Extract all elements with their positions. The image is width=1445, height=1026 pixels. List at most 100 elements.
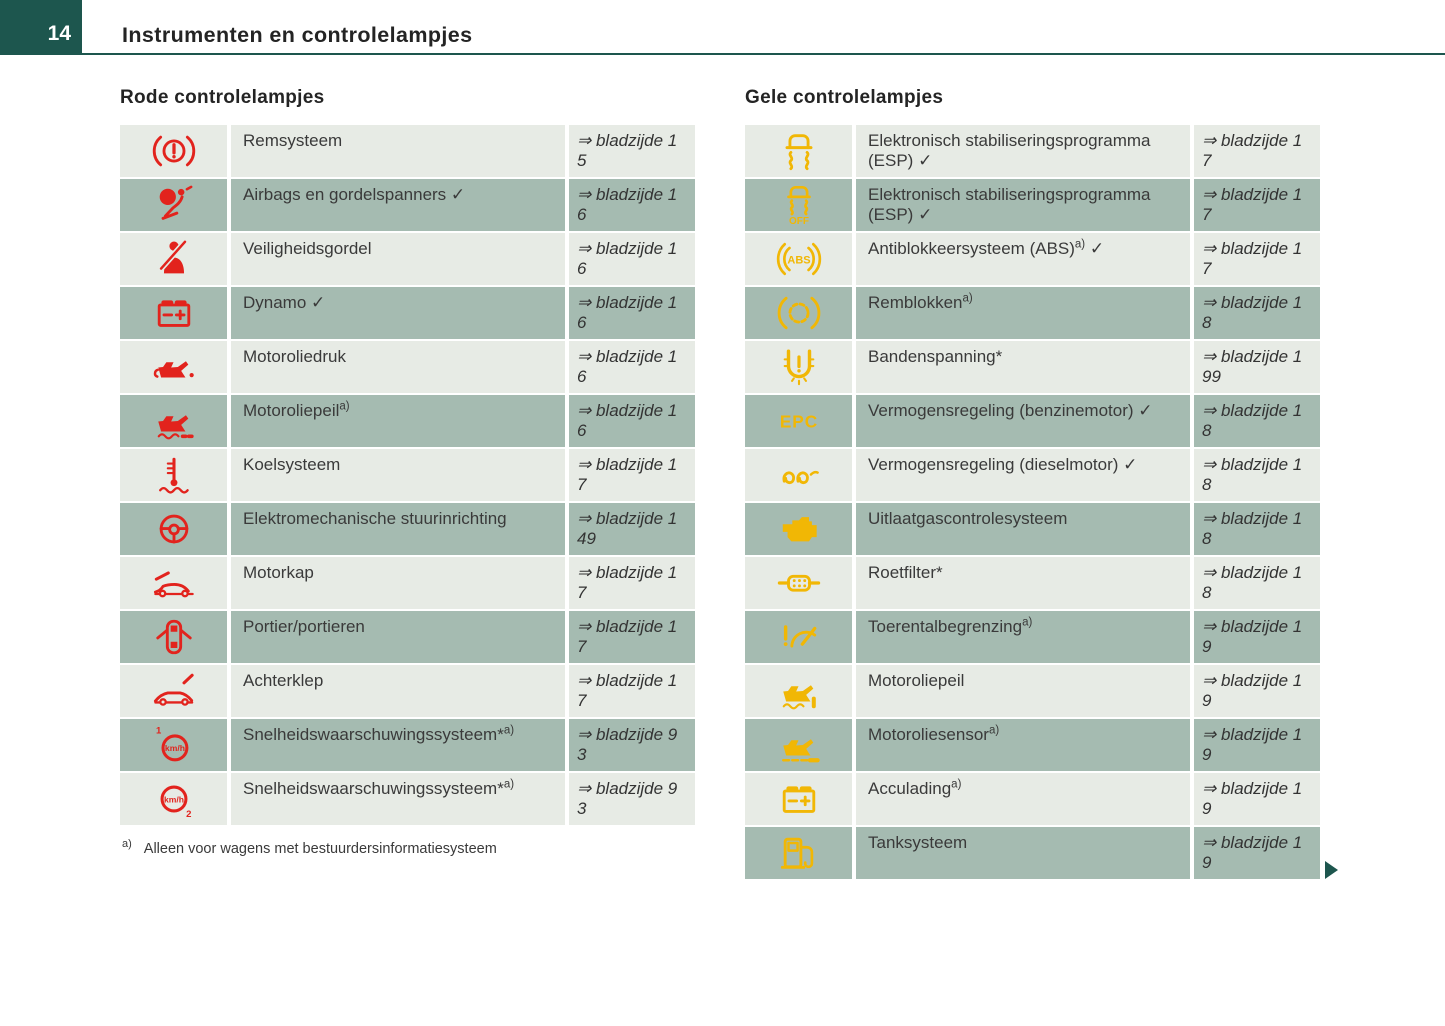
- yellow-lamps-section: Gele controlelampjes Elektronisch stabil…: [745, 88, 1320, 879]
- yellow-lamps-table: Elektronisch stabiliseringsprogramma (ES…: [745, 125, 1320, 879]
- indicator-label: Veiligheidsgordel: [231, 233, 565, 285]
- page-number: 14: [47, 22, 71, 45]
- epc-icon: EPC: [745, 395, 852, 447]
- indicator-label: Toerentalbegrenzinga): [856, 611, 1190, 663]
- indicator-label: Roetfilter*: [856, 557, 1190, 609]
- indicator-label: Motoroliesensora): [856, 719, 1190, 771]
- esp-icon: [745, 125, 852, 177]
- abs-icon: ABS: [745, 233, 852, 285]
- indicator-label: Koelsysteem: [231, 449, 565, 501]
- svg-text:km/h: km/h: [163, 794, 183, 804]
- indicator-label: Elektronisch stabiliseringsprogramma (ES…: [856, 125, 1190, 177]
- speed-warning-1-icon: km/h 1: [120, 719, 227, 771]
- page-reference[interactable]: ⇒ bladzijde 1 49: [569, 503, 695, 555]
- indicator-label: Portier/portieren: [231, 611, 565, 663]
- page-number-box: 14: [0, 0, 82, 53]
- indicator-label: Dynamo ✓: [231, 287, 565, 339]
- svg-text:EPC: EPC: [779, 412, 817, 432]
- indicator-label: Remsysteem: [231, 125, 565, 177]
- section-heading-red: Rode controlelampjes: [120, 87, 325, 108]
- battery-icon: [120, 287, 227, 339]
- oil-pressure-icon: [120, 341, 227, 393]
- indicator-label: Antiblokkeersysteem (ABS)a) ✓: [856, 233, 1190, 285]
- rev-limiter-icon: [745, 611, 852, 663]
- svg-text:2: 2: [186, 809, 191, 820]
- next-page-arrow-icon: [1325, 861, 1338, 879]
- particulate-filter-icon: [745, 557, 852, 609]
- indicator-label: Snelheidswaarschuwingssysteem*a): [231, 719, 565, 771]
- svg-text:1: 1: [156, 726, 162, 737]
- speed-warning-2-icon: km/h 2: [120, 773, 227, 825]
- section-heading-yellow: Gele controlelampjes: [745, 87, 944, 108]
- tire-pressure-icon: [745, 341, 852, 393]
- indicator-label: Snelheidswaarschuwingssysteem*a): [231, 773, 565, 825]
- red-lamps-section: Rode controlelampjes Remsysteem ⇒ bladzij…: [120, 88, 695, 857]
- oil-sensor-icon: [745, 719, 852, 771]
- oil-level-icon: [745, 665, 852, 717]
- indicator-label: Elektromechanische stuurinrichting: [231, 503, 565, 555]
- fuel-pump-icon: [745, 827, 852, 879]
- seatbelt-icon: [120, 233, 227, 285]
- coolant-icon: [120, 449, 227, 501]
- indicator-label: Airbags en gordelspanners ✓: [231, 179, 565, 231]
- brake-pads-icon: [745, 287, 852, 339]
- indicator-label: Motoroliepeil: [856, 665, 1190, 717]
- battery-icon: [745, 773, 852, 825]
- indicator-label: Uitlaatgascontrolesysteem: [856, 503, 1190, 555]
- indicator-label: Bandenspanning*: [856, 341, 1190, 393]
- indicator-label: Elektronisch stabiliseringsprogramma (ES…: [856, 179, 1190, 231]
- indicator-label: Achterklep: [231, 665, 565, 717]
- indicator-label: Motoroliepeila): [231, 395, 565, 447]
- airbag-icon: [120, 179, 227, 231]
- indicator-label: Vermogensregeling (dieselmotor) ✓: [856, 449, 1190, 501]
- doors-open-icon: [120, 611, 227, 663]
- footnote-text: Alleen voor wagens met bestuurdersinform…: [143, 840, 497, 857]
- page-reference[interactable]: ⇒ bladzijde 1 99: [1194, 341, 1320, 393]
- oil-level-min-icon: [120, 395, 227, 447]
- steering-icon: [120, 503, 227, 555]
- indicator-label: Remblokkena): [856, 287, 1190, 339]
- indicator-label: Vermogensregeling (benzinemotor) ✓: [856, 395, 1190, 447]
- brake-system-icon: [120, 125, 227, 177]
- header-rule: [0, 53, 1445, 55]
- engine-icon: [745, 503, 852, 555]
- indicator-label: Acculadinga): [856, 773, 1190, 825]
- indicator-label: Tanksysteem: [856, 827, 1190, 879]
- svg-text:km/h: km/h: [164, 743, 184, 753]
- glow-plug-icon: [745, 449, 852, 501]
- svg-text:OFF: OFF: [788, 216, 808, 226]
- hood-open-icon: [120, 557, 227, 609]
- indicator-label: Motorkap: [231, 557, 565, 609]
- red-lamps-table: Remsysteem ⇒ bladzijde 1 5 Airbags en gorde…: [120, 125, 695, 825]
- page-title: Instrumenten en controlelampjes: [122, 23, 473, 47]
- footnote: a) Alleen voor wagens met bestuurdersinfo…: [120, 838, 695, 857]
- esp-off-icon: OFF: [745, 179, 852, 231]
- footnote-marker: a): [122, 838, 132, 850]
- tailgate-open-icon: [120, 665, 227, 717]
